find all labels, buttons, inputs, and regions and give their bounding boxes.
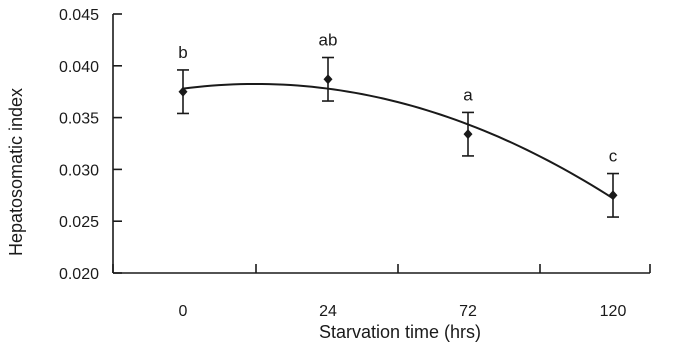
- significance-label: c: [609, 147, 618, 166]
- significance-label: ab: [319, 31, 338, 50]
- y-axis-label: Hepatosomatic index: [6, 88, 26, 256]
- data-point: [608, 190, 618, 201]
- x-tick-label: 72: [459, 303, 477, 320]
- x-tick-label: 0: [179, 303, 188, 320]
- marks: b ab a c: [177, 31, 619, 218]
- data-point: [463, 129, 473, 140]
- axes: 0.020 0.025 0.030 0.035 0.040 0.045 0 24 72 120: [59, 7, 651, 320]
- y-tick-label: 0.030: [59, 162, 99, 179]
- y-tick-label: 0.040: [59, 59, 99, 76]
- x-axis-label: Starvation time (hrs): [319, 322, 481, 342]
- trend-curve: [182, 82, 614, 200]
- data-point: [323, 74, 333, 85]
- y-tick-label: 0.035: [59, 111, 99, 128]
- x-tick-label: 24: [319, 303, 337, 320]
- significance-label: b: [178, 43, 187, 62]
- significance-label: a: [463, 85, 473, 104]
- x-tick-label: 120: [600, 303, 627, 320]
- data-point: [178, 86, 188, 97]
- y-tick-label: 0.025: [59, 214, 99, 231]
- y-tick-label: 0.045: [59, 7, 99, 24]
- y-tick-label: 0.020: [59, 266, 99, 283]
